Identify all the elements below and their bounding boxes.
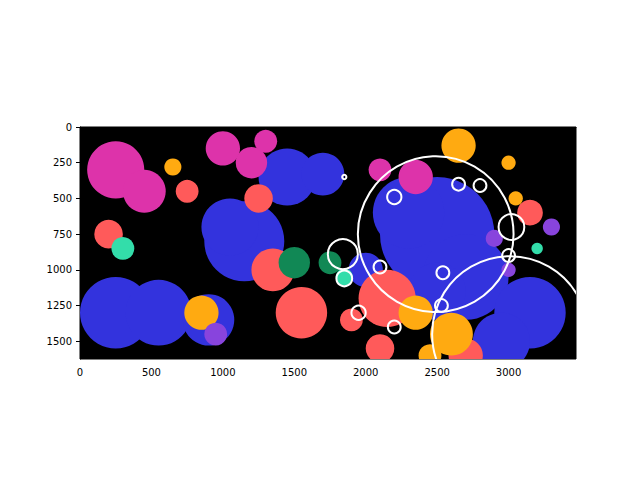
svg-text:0: 0	[66, 122, 72, 133]
svg-text:1250: 1250	[47, 300, 72, 311]
svg-text:500: 500	[53, 193, 72, 204]
svg-text:500: 500	[142, 367, 161, 378]
svg-text:1500: 1500	[47, 336, 72, 347]
svg-text:0: 0	[77, 367, 83, 378]
svg-text:2000: 2000	[353, 367, 378, 378]
svg-text:1500: 1500	[282, 367, 307, 378]
svg-text:1000: 1000	[47, 264, 72, 275]
svg-text:2500: 2500	[424, 367, 449, 378]
svg-text:250: 250	[53, 157, 72, 168]
svg-text:750: 750	[53, 229, 72, 240]
svg-text:1000: 1000	[210, 367, 235, 378]
svg-text:3000: 3000	[496, 367, 521, 378]
